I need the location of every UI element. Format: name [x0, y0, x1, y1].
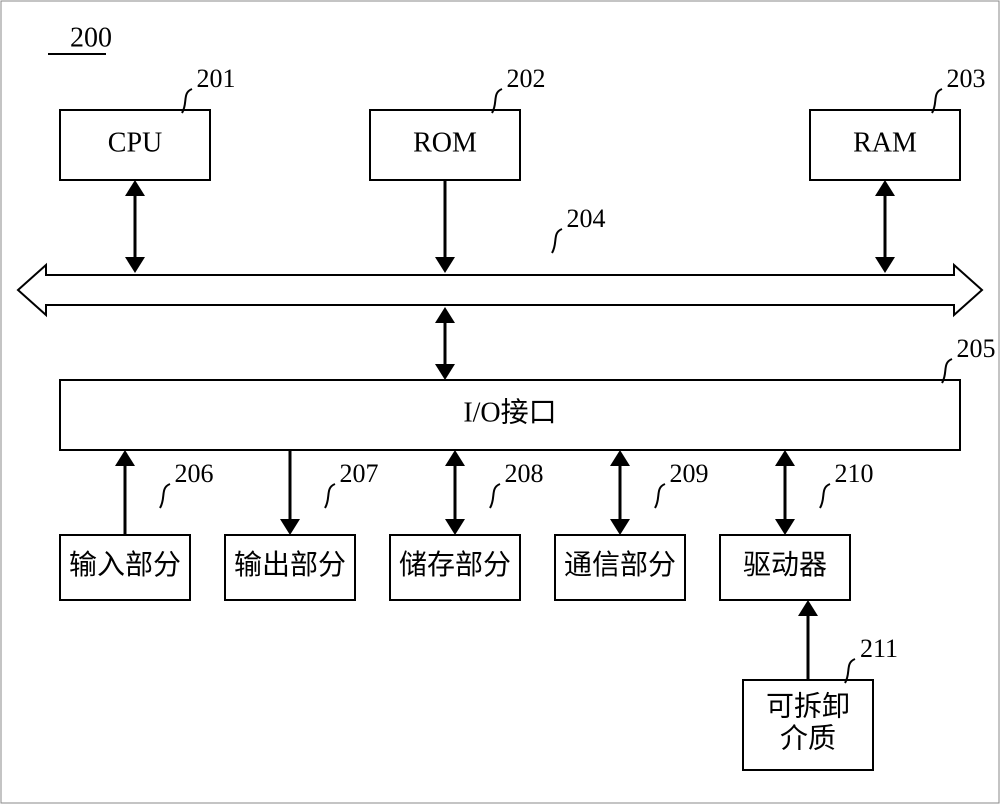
in-label: 输入部分 [69, 549, 181, 581]
media-label: 可拆卸 [766, 690, 850, 722]
media-label2: 介质 [780, 722, 836, 754]
system-architecture-diagram: 200 CPU 201 ROM 202 RAM 203 I/O接口 205 输入部分 206 输出部分… [0, 0, 1000, 804]
out-label: 输出部分 [234, 549, 346, 581]
store-label: 储存部分 [399, 549, 511, 581]
out-ref: 207 [340, 459, 379, 488]
io-label: I/O接口 [463, 396, 556, 428]
ram-label: RAM [853, 127, 917, 158]
rom-label: ROM [413, 127, 477, 158]
drv-ref: 210 [835, 459, 874, 488]
cpu-label: CPU [108, 127, 162, 158]
bus-ref: 204 [567, 204, 606, 233]
io-ref: 205 [957, 334, 996, 363]
drv-label: 驱动器 [743, 550, 827, 581]
comm-label: 通信部分 [564, 549, 676, 581]
in-ref: 206 [175, 459, 214, 488]
cpu-ref: 201 [197, 64, 236, 93]
store-ref: 208 [505, 459, 544, 488]
media-ref: 211 [860, 634, 898, 663]
comm-ref: 209 [670, 459, 709, 488]
ram-ref: 203 [947, 64, 986, 93]
rom-ref: 202 [507, 64, 546, 93]
figure-ref: 200 [70, 22, 112, 53]
